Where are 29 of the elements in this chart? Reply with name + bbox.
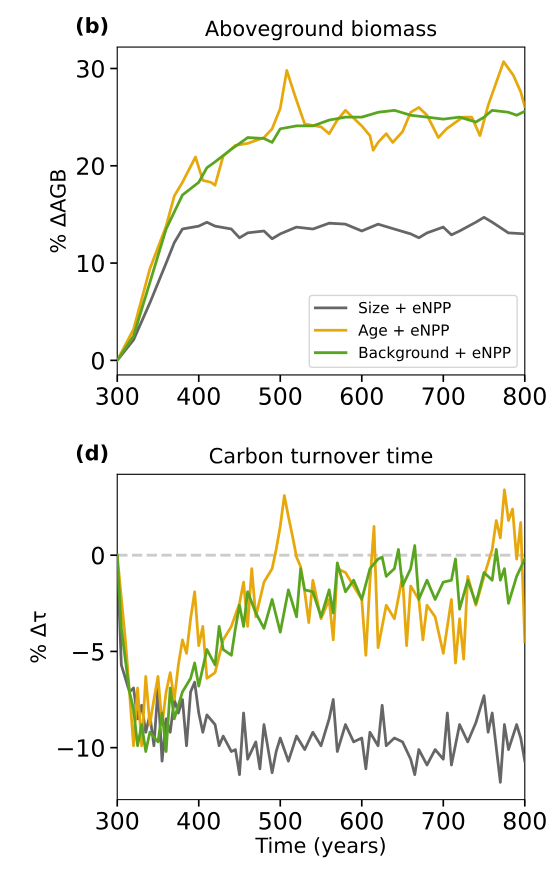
y-tick-label: 20 [77,157,104,176]
y-axis-title: % Δτ [30,611,46,662]
x-tick-label: 800 [504,812,546,830]
y-tick-label: 0 [92,352,104,370]
chart-title: Aboveground biomass [205,20,436,40]
x-tick-label: 800 [504,387,546,406]
x-tick-label: 600 [340,812,383,830]
x-tick-label: 300 [96,387,138,406]
legend-label: Age + eNPP [358,324,449,339]
text: (b) [76,17,108,36]
legend-label: Size + eNPP [359,302,451,314]
x-tick-label: 400 [177,812,220,830]
x-tick-label: 700 [422,812,464,830]
y-tick-label: 30 [77,60,104,78]
legend-label: Background + eNPP [360,346,511,362]
y-tick-label: −5 [73,643,104,661]
x-axis-title: Time (years) [255,837,385,858]
y-axis-title: % ΔAGB [50,170,66,252]
y-tick-label: −10 [58,739,104,757]
x-tick-label: 300 [96,812,138,830]
chart-title: Carbon turnover time [210,447,432,464]
y-tick-label: 10 [78,254,104,272]
x-tick-label: 500 [260,387,302,406]
x-tick-label: 500 [260,812,302,830]
text: (d) [76,444,108,464]
x-tick-label: 700 [422,387,464,406]
x-tick-label: 400 [177,387,220,406]
y-tick-label: 0 [92,546,104,565]
x-tick-label: 600 [340,387,383,406]
